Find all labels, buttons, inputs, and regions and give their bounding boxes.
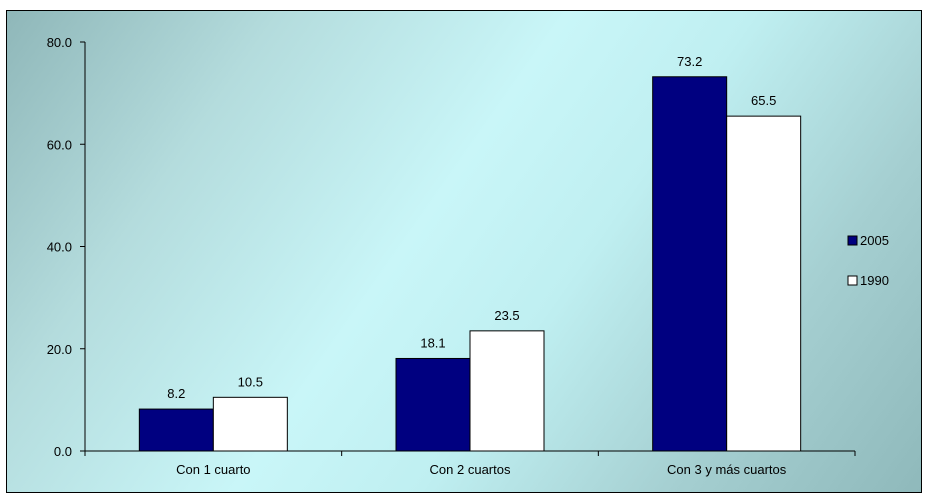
- y-tick-label: 60.0: [47, 137, 72, 152]
- data-label: 18.1: [420, 335, 445, 350]
- y-tick-label: 80.0: [47, 35, 72, 50]
- bar-1990: [726, 115, 802, 452]
- data-label: 65.5: [751, 93, 776, 108]
- data-label: 10.5: [238, 374, 263, 389]
- data-label: 8.2: [167, 386, 185, 401]
- bar-2005: [652, 76, 728, 452]
- data-label: 73.2: [677, 54, 702, 69]
- x-tick-label: Con 3 y más cuartos: [667, 462, 787, 477]
- data-label: 23.5: [494, 308, 519, 323]
- x-tick-label: Con 1 cuarto: [176, 462, 250, 477]
- legend-label-1990: 1990: [860, 273, 889, 288]
- y-tick-label: 0.0: [54, 444, 72, 459]
- x-tick-label: Con 2 cuartos: [430, 462, 511, 477]
- y-tick-label: 40.0: [47, 240, 72, 255]
- bar-2005: [395, 357, 471, 452]
- legend-label-2005: 2005: [860, 233, 889, 248]
- bar-1990: [212, 396, 288, 452]
- legend-swatch-2005: [847, 235, 858, 246]
- bar-2005: [138, 408, 214, 452]
- y-tick-label: 20.0: [47, 342, 72, 357]
- legend-swatch-1990: [847, 275, 858, 286]
- bar-1990: [469, 330, 545, 452]
